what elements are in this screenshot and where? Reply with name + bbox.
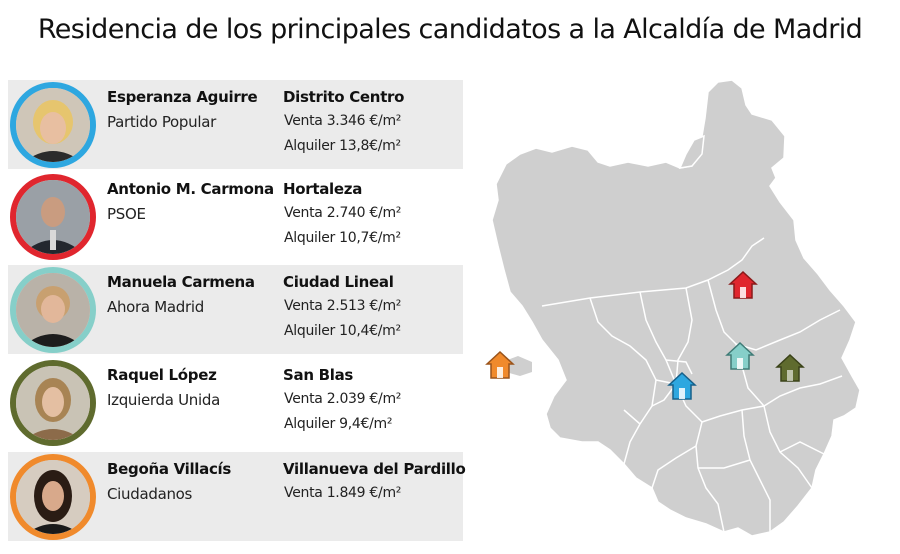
candidate-row-aguirre: Esperanza Aguirre Partido Popular Distri… — [8, 80, 463, 169]
house-marker-pp — [667, 371, 697, 400]
district-name: Hortaleza — [283, 180, 363, 198]
candidate-party: Ciudadanos — [107, 485, 193, 503]
avatar — [10, 454, 96, 540]
rent-price: Alquiler 10,4€/m² — [284, 323, 401, 339]
rent-price: Alquiler 13,8€/m² — [284, 138, 401, 154]
district-name: San Blas — [283, 366, 354, 384]
sale-price: Venta 2.513 €/m² — [284, 298, 402, 314]
sale-price: Venta 2.039 €/m² — [284, 391, 402, 407]
avatar — [10, 82, 96, 168]
candidate-name: Raquel López — [107, 366, 217, 384]
candidate-row-carmona: Antonio M. Carmona PSOE Hortaleza Venta … — [8, 172, 463, 261]
candidate-party: Ahora Madrid — [107, 298, 204, 316]
house-marker-ahora-madrid — [725, 341, 755, 370]
candidate-name: Begoña Villacís — [107, 460, 232, 478]
candidate-party: PSOE — [107, 205, 146, 223]
sale-price: Venta 2.740 €/m² — [284, 205, 402, 221]
candidate-name: Manuela Carmena — [107, 273, 255, 291]
candidate-name: Antonio M. Carmona — [107, 180, 274, 198]
avatar — [10, 174, 96, 260]
candidate-party: Partido Popular — [107, 113, 216, 131]
house-marker-ciudadanos — [485, 350, 515, 379]
candidate-row-lopez: Raquel López Izquierda Unida San Blas Ve… — [8, 358, 463, 447]
district-name: Ciudad Lineal — [283, 273, 394, 291]
avatar — [10, 360, 96, 446]
candidate-row-villacis: Begoña Villacís Ciudadanos Villanueva de… — [8, 452, 466, 541]
house-marker-psoe — [728, 270, 758, 299]
sale-price: Venta 1.849 €/m² — [284, 485, 402, 501]
rent-price: Alquiler 9,4€/m² — [284, 416, 393, 432]
candidate-row-carmena: Manuela Carmena Ahora Madrid Ciudad Line… — [8, 265, 463, 354]
house-marker-iu — [775, 353, 805, 382]
rent-price: Alquiler 10,7€/m² — [284, 230, 401, 246]
infographic-title: Residencia de los principales candidatos… — [37, 14, 863, 45]
candidate-name: Esperanza Aguirre — [107, 88, 258, 106]
candidate-party: Izquierda Unida — [107, 391, 220, 409]
madrid-outline — [491, 79, 861, 537]
avatar — [10, 267, 96, 353]
sale-price: Venta 3.346 €/m² — [284, 113, 402, 129]
district-name: Villanueva del Pardillo — [283, 460, 466, 478]
district-name: Distrito Centro — [283, 88, 405, 106]
madrid-map — [485, 79, 861, 537]
